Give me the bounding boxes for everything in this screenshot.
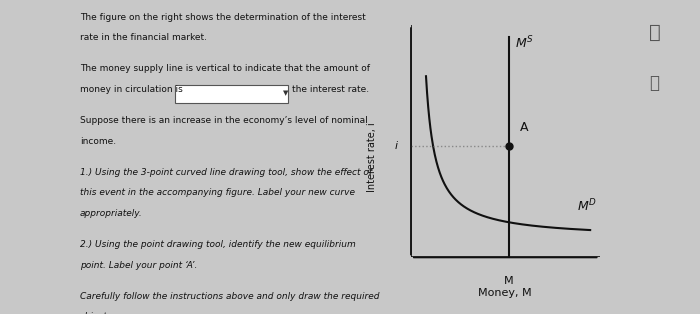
Text: point. Label your point ‘A’.: point. Label your point ‘A’.: [80, 261, 197, 270]
Text: 2.) Using the point drawing tool, identify the new equilibrium: 2.) Using the point drawing tool, identi…: [80, 240, 356, 249]
Text: Interest rate, i: Interest rate, i: [368, 122, 377, 192]
Text: M: M: [504, 276, 514, 286]
Text: Money, M: Money, M: [478, 288, 532, 298]
FancyBboxPatch shape: [175, 85, 288, 103]
Text: $M^D$: $M^D$: [577, 198, 597, 215]
Text: The money supply line is vertical to indicate that the amount of: The money supply line is vertical to ind…: [80, 64, 370, 73]
Text: ⌕: ⌕: [649, 23, 660, 42]
Text: appropriately.: appropriately.: [80, 209, 143, 218]
Text: $M^S$: $M^S$: [514, 35, 533, 51]
Text: ▼: ▼: [284, 90, 288, 97]
Text: income.: income.: [80, 137, 116, 146]
Text: this event in the accompanying figure. Label your new curve: this event in the accompanying figure. L…: [80, 188, 355, 198]
Text: ⌕: ⌕: [650, 74, 659, 92]
Text: money in circulation is: money in circulation is: [80, 85, 188, 94]
Text: A: A: [520, 121, 528, 134]
Text: Suppose there is an increase in the economy’s level of nominal: Suppose there is an increase in the econ…: [80, 116, 368, 125]
Text: rate in the financial market.: rate in the financial market.: [80, 33, 207, 42]
Text: the interest rate.: the interest rate.: [292, 85, 370, 94]
Text: 1.) Using the 3-point curved line drawing tool, show the effect of: 1.) Using the 3-point curved line drawin…: [80, 168, 372, 177]
Text: i: i: [395, 141, 398, 151]
Text: The figure on the right shows the determination of the interest: The figure on the right shows the determ…: [80, 13, 365, 22]
Text: objects.: objects.: [80, 312, 116, 314]
Text: Carefully follow the instructions above and only draw the required: Carefully follow the instructions above …: [80, 292, 379, 301]
